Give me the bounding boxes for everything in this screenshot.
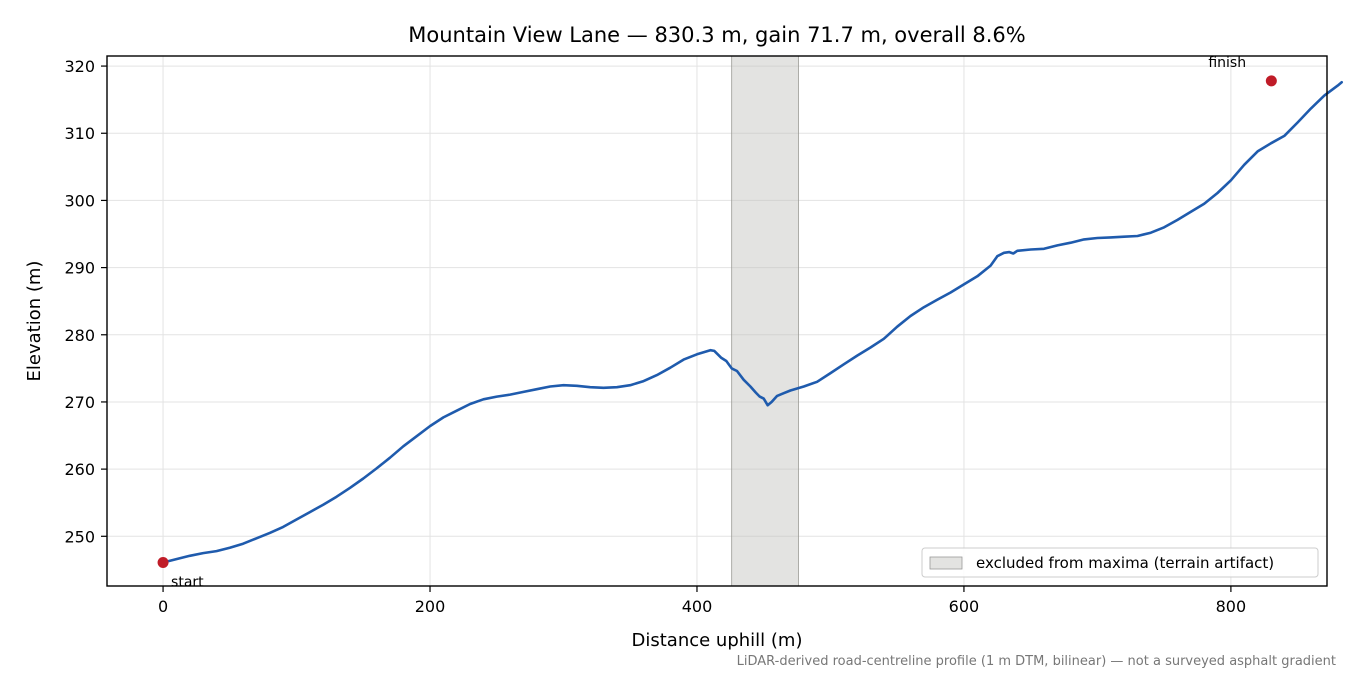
legend-label: excluded from maxima (terrain artifact) — [976, 554, 1274, 572]
marker-finish — [1265, 75, 1277, 87]
chart-title: Mountain View Lane — 830.3 m, gain 71.7 … — [408, 23, 1025, 47]
marker-start — [157, 556, 169, 568]
y-axis-label: Elevation (m) — [24, 261, 45, 382]
y-tick-label: 270 — [64, 393, 95, 412]
y-tick-label: 260 — [64, 460, 95, 479]
y-tick-label: 250 — [64, 527, 95, 546]
axis-ticks: 0 200 400 600 800 250 260 270 280 290 300 310 320 — [64, 57, 1246, 616]
y-tick-label: 280 — [64, 326, 95, 345]
excluded-region — [731, 55, 799, 587]
y-tick-label: 310 — [64, 124, 95, 143]
x-tick-label: 0 — [158, 597, 168, 616]
elevation-profile-line — [161, 80, 1343, 564]
legend: excluded from maxima (terrain artifact) — [921, 547, 1319, 578]
legend-box — [921, 547, 1319, 578]
grid — [107, 56, 1327, 586]
marker-label-start: start — [171, 574, 204, 590]
x-axis-label: Distance uphill (m) — [632, 630, 803, 651]
footnote: LiDAR-derived road-centreline profile (1… — [737, 654, 1336, 669]
x-tick-label: 800 — [1216, 597, 1247, 616]
x-tick-label: 200 — [415, 597, 446, 616]
y-tick-label: 320 — [64, 57, 95, 76]
endpoint-markers: start finish — [157, 55, 1277, 590]
plot-frame — [106, 55, 1328, 587]
x-tick-label: 400 — [682, 597, 713, 616]
legend-swatch — [929, 556, 963, 570]
marker-label-finish: finish — [1208, 55, 1246, 71]
x-tick-label: 600 — [949, 597, 980, 616]
y-tick-label: 290 — [64, 259, 95, 278]
y-tick-label: 300 — [64, 191, 95, 210]
